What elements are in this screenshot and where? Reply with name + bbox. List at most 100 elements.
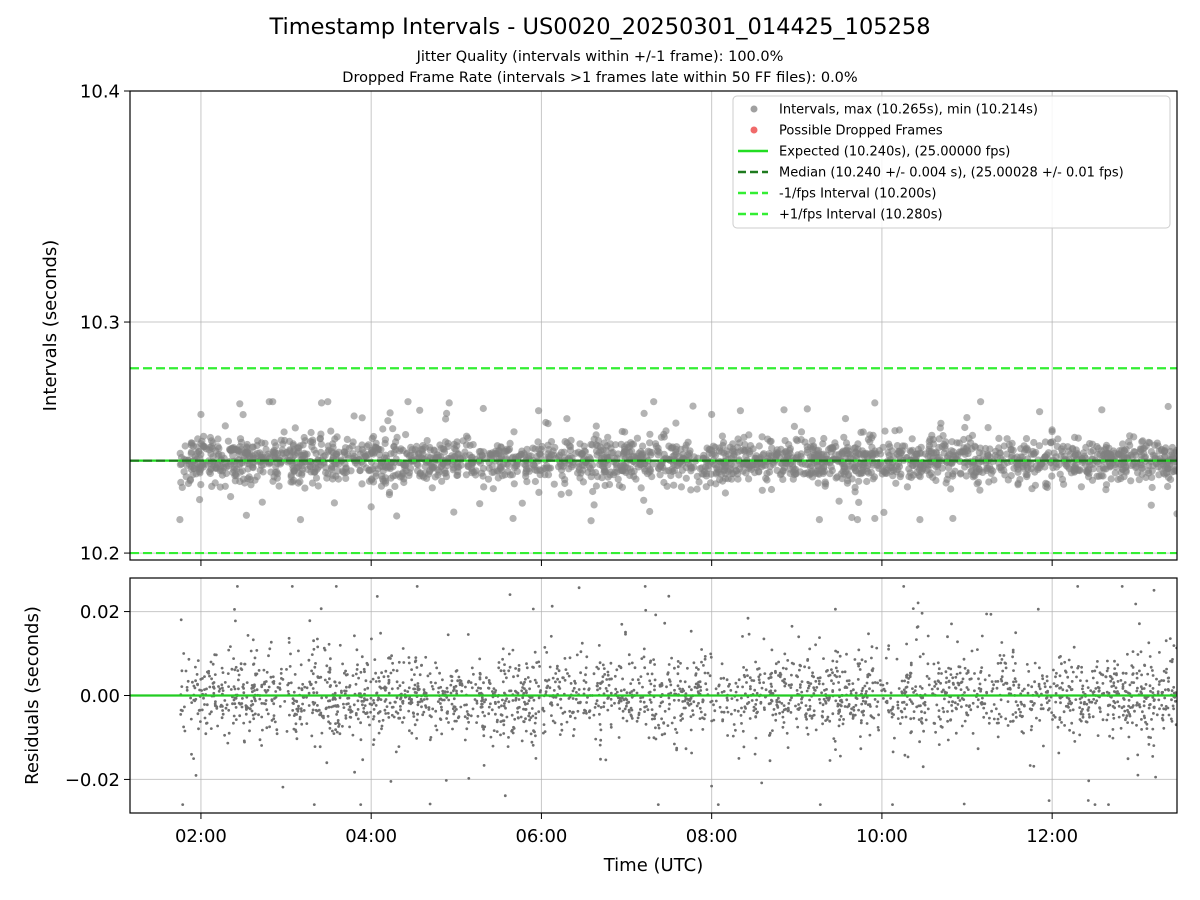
residual-point: [903, 679, 906, 683]
residual-point: [969, 677, 973, 681]
residual-point: [642, 647, 646, 651]
residual-point: [463, 738, 467, 742]
residual-point: [348, 684, 352, 687]
interval-point: [869, 461, 877, 469]
interval-point: [626, 448, 634, 456]
residual-point: [596, 681, 599, 685]
residual-point: [599, 728, 603, 732]
interval-point: [317, 440, 325, 448]
residual-point: [223, 733, 227, 737]
residual-point: [700, 648, 703, 651]
residual-point: [458, 683, 462, 687]
residual-point: [1063, 660, 1067, 664]
legend-entry-label: Median (10.240 +/- 0.004 s), (25.00028 +…: [779, 166, 1124, 181]
residual-point: [1141, 710, 1144, 714]
residual-point: [1136, 686, 1139, 690]
residual-point: [1127, 691, 1130, 695]
residual-point: [352, 703, 356, 707]
residual-point: [787, 683, 791, 687]
residual-point: [407, 661, 411, 665]
residual-point: [692, 700, 696, 704]
residual-point: [390, 654, 393, 658]
residual-point: [229, 645, 232, 648]
interval-point: [853, 516, 862, 524]
residual-point: [1130, 664, 1134, 667]
residual-point: [845, 679, 849, 683]
interval-point: [205, 446, 213, 454]
residual-point: [722, 676, 726, 680]
residual-point: [446, 690, 449, 694]
residual-point: [1045, 679, 1049, 683]
residual-point: [951, 676, 955, 680]
residual-point: [212, 691, 216, 695]
residual-point: [384, 698, 388, 701]
residual-point: [630, 717, 634, 720]
residual-point: [481, 725, 484, 729]
interval-point: [921, 450, 929, 458]
residual-point: [669, 683, 673, 687]
interval-point: [712, 480, 720, 488]
residual-point: [937, 667, 941, 671]
interval-point: [221, 482, 229, 490]
residual-point: [251, 713, 255, 717]
interval-point: [309, 438, 317, 446]
residual-point: [675, 748, 678, 752]
interval-point: [222, 469, 230, 478]
interval-point: [242, 511, 250, 519]
residual-point: [927, 677, 931, 680]
residual-point: [563, 657, 567, 660]
residual-point: [422, 698, 426, 701]
residual-point: [1039, 707, 1043, 711]
residual-point: [1063, 724, 1066, 727]
residual-point: [1034, 690, 1038, 694]
residual-point: [305, 686, 309, 690]
residual-point: [597, 644, 601, 647]
interval-point: [402, 431, 410, 439]
interval-point: [350, 412, 358, 420]
interval-point: [1139, 437, 1147, 445]
residual-point: [387, 716, 391, 719]
residual-point: [712, 703, 715, 707]
interval-point: [1014, 481, 1022, 489]
residual-point: [547, 678, 551, 682]
interval-point: [226, 446, 234, 454]
residual-point: [757, 675, 761, 679]
residual-point: [429, 736, 433, 739]
residual-point: [624, 630, 627, 634]
residual-point: [808, 714, 812, 718]
residual-point: [320, 696, 324, 700]
residual-point: [387, 691, 391, 695]
interval-point: [641, 467, 649, 475]
residual-point: [1138, 622, 1141, 626]
interval-point: [734, 475, 742, 483]
residual-point: [407, 709, 411, 713]
interval-point: [1054, 435, 1062, 443]
residual-point: [627, 710, 631, 714]
residual-point: [234, 696, 238, 700]
residual-point: [384, 686, 388, 690]
residual-point: [407, 697, 411, 701]
residual-point: [923, 711, 927, 715]
residual-point: [483, 700, 486, 704]
residual-point: [769, 682, 773, 686]
residual-point: [451, 727, 454, 731]
residual-point: [833, 673, 837, 677]
residual-point: [999, 715, 1003, 719]
residual-point: [583, 708, 586, 712]
residual-point: [592, 713, 596, 717]
residual-point: [181, 709, 184, 713]
interval-point: [1030, 450, 1038, 458]
residual-point: [524, 677, 527, 681]
interval-point: [587, 473, 595, 481]
residual-point: [242, 721, 246, 725]
residual-point: [357, 676, 360, 680]
residual-point: [676, 672, 680, 676]
residual-point: [407, 656, 411, 659]
interval-point: [300, 433, 308, 442]
residual-point: [563, 710, 567, 714]
residual-point: [722, 710, 726, 714]
residual-point: [909, 717, 913, 721]
residual-point: [1057, 751, 1061, 755]
residual-point: [1134, 602, 1138, 606]
residual-point: [699, 689, 703, 692]
